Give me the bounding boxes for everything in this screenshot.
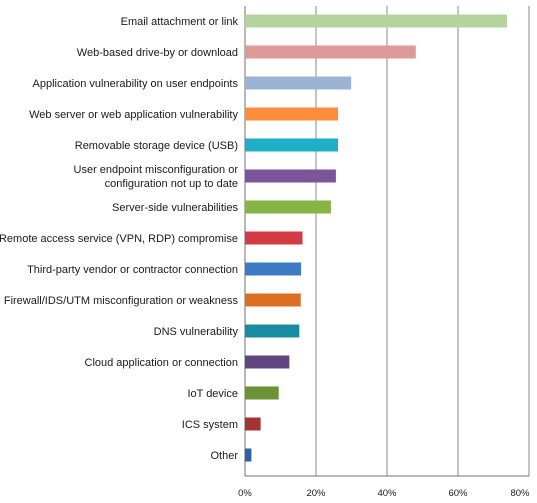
bar <box>245 138 339 152</box>
category-label: Cloud application or connection <box>85 357 239 369</box>
category-label: IoT device <box>187 388 238 400</box>
category-label: Web-based drive-by or download <box>77 47 238 59</box>
bar <box>245 231 303 245</box>
category-label: Application vulnerability on user endpoi… <box>33 78 239 90</box>
x-tick-label: 0% <box>238 488 252 499</box>
bar <box>245 200 331 214</box>
bar <box>245 107 339 121</box>
bar <box>245 355 290 369</box>
category-label: Server-side vulnerabilities <box>112 202 238 214</box>
bars <box>245 14 507 462</box>
category-label: DNS vulnerability <box>154 326 239 338</box>
bar <box>245 45 416 59</box>
x-tick-label: 40% <box>377 488 397 499</box>
category-label: User endpoint misconfiguration or <box>74 164 239 176</box>
x-tick-label: 80% <box>510 488 530 499</box>
bar <box>245 293 301 307</box>
category-label: Removable storage device (USB) <box>75 140 238 152</box>
bar <box>245 14 507 28</box>
category-label: Email attachment or link <box>121 16 239 28</box>
bar <box>245 448 252 462</box>
bar <box>245 417 261 431</box>
category-labels: Email attachment or link Web-based drive-… <box>0 16 238 462</box>
category-label: Third-party vendor or contractor connect… <box>27 264 238 276</box>
bar <box>245 169 336 183</box>
category-label: Remote access service (VPN, RDP) comprom… <box>0 233 238 245</box>
category-label: Web server or web application vulnerabil… <box>29 109 238 121</box>
category-label: Other <box>210 450 238 462</box>
bar <box>245 262 302 276</box>
bar <box>245 386 279 400</box>
x-tick-label: 20% <box>306 488 326 499</box>
x-tick-label: 60% <box>448 488 468 499</box>
category-label: configuration not up to date <box>105 178 238 190</box>
bar <box>245 324 300 338</box>
category-label: ICS system <box>182 419 238 431</box>
bar <box>245 76 352 90</box>
category-label: Firewall/IDS/UTM misconfiguration or wea… <box>4 295 239 307</box>
x-axis: 0% 20% 40% 60% 80% <box>238 475 530 499</box>
